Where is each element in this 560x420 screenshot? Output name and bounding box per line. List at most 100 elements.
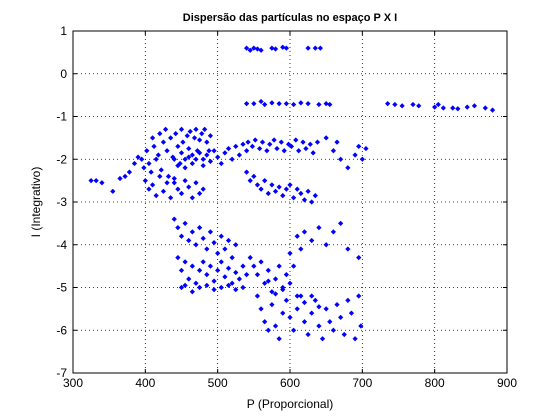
data-point (327, 319, 333, 325)
data-point (151, 143, 157, 150)
data-point (207, 158, 214, 165)
data-point (312, 45, 318, 51)
data-point (265, 267, 271, 274)
data-point (222, 246, 228, 252)
chart-title: Dispersão das partículas no espaço P X I (183, 12, 397, 24)
data-point (254, 272, 261, 278)
data-point (358, 323, 364, 329)
data-point (189, 263, 195, 269)
data-point (269, 182, 275, 188)
data-point (243, 148, 250, 154)
data-point (338, 220, 344, 226)
data-point (305, 101, 311, 107)
data-point (229, 254, 235, 261)
data-point (171, 180, 177, 186)
data-point (182, 165, 188, 171)
data-point (294, 306, 300, 312)
data-point (157, 130, 163, 137)
data-point (259, 139, 266, 145)
data-point (281, 148, 287, 154)
data-point (131, 160, 138, 167)
data-point (240, 141, 246, 147)
data-point (251, 263, 257, 269)
data-point (262, 101, 268, 108)
data-point (294, 293, 300, 299)
data-point (269, 301, 275, 308)
data-point (258, 306, 264, 312)
data-point (236, 152, 242, 158)
x-tick-label: 900 (497, 376, 517, 390)
data-point (189, 152, 195, 158)
data-point (450, 105, 456, 111)
data-point (262, 319, 268, 325)
data-point (168, 135, 174, 141)
data-point (149, 135, 156, 141)
y-tick-label: -4 (56, 238, 67, 252)
data-point (182, 220, 188, 226)
data-point (144, 148, 150, 154)
x-tick-label: 600 (280, 376, 300, 390)
data-point (316, 304, 322, 310)
data-point (254, 293, 261, 299)
data-point (233, 269, 239, 276)
data-point (269, 100, 275, 106)
data-point (225, 237, 232, 244)
data-point (142, 178, 148, 184)
data-point (240, 284, 246, 291)
data-point (338, 156, 344, 162)
data-point (309, 293, 315, 299)
data-point (272, 46, 279, 52)
data-point (323, 101, 329, 107)
data-point (229, 280, 235, 286)
data-point (305, 45, 311, 51)
y-tick-label: -2 (56, 152, 67, 166)
data-point (247, 178, 253, 184)
data-point (254, 46, 261, 52)
data-point (356, 293, 362, 299)
data-point (240, 263, 246, 269)
data-point (153, 192, 159, 199)
data-point (317, 45, 324, 51)
data-point (178, 150, 185, 156)
data-point (126, 169, 133, 175)
x-tick-label: 500 (208, 376, 228, 390)
data-point (186, 145, 192, 152)
x-tick-label: 700 (352, 376, 372, 390)
data-point (178, 190, 185, 197)
data-point (440, 105, 446, 111)
data-point (182, 156, 188, 162)
data-point (334, 139, 340, 145)
data-point (233, 143, 239, 150)
data-point (276, 263, 282, 269)
x-tick-label: 300 (63, 376, 83, 390)
data-point (283, 45, 290, 51)
data-point (171, 156, 177, 162)
data-point (256, 145, 263, 152)
data-point (146, 186, 152, 192)
data-point (215, 154, 221, 160)
y-axis-label: I (Integrativo) (29, 167, 43, 238)
data-point (229, 156, 235, 162)
y-tick-label: -1 (56, 110, 67, 124)
data-point (262, 280, 268, 286)
data-point (287, 250, 293, 256)
data-point (200, 156, 206, 162)
data-point (356, 143, 362, 150)
data-point (348, 310, 355, 316)
data-point (294, 233, 300, 239)
data-point (184, 133, 190, 139)
data-point (274, 145, 280, 152)
data-point (258, 186, 264, 192)
data-point (162, 126, 169, 132)
data-point (312, 192, 318, 199)
data-point (252, 137, 258, 143)
data-point (175, 143, 181, 150)
data-point (171, 216, 177, 222)
y-tick-label: -7 (56, 366, 67, 380)
data-point (265, 190, 271, 197)
data-point (155, 152, 161, 158)
data-point (165, 173, 172, 179)
data-point (178, 233, 185, 239)
data-point (283, 297, 290, 303)
data-point (182, 259, 188, 265)
